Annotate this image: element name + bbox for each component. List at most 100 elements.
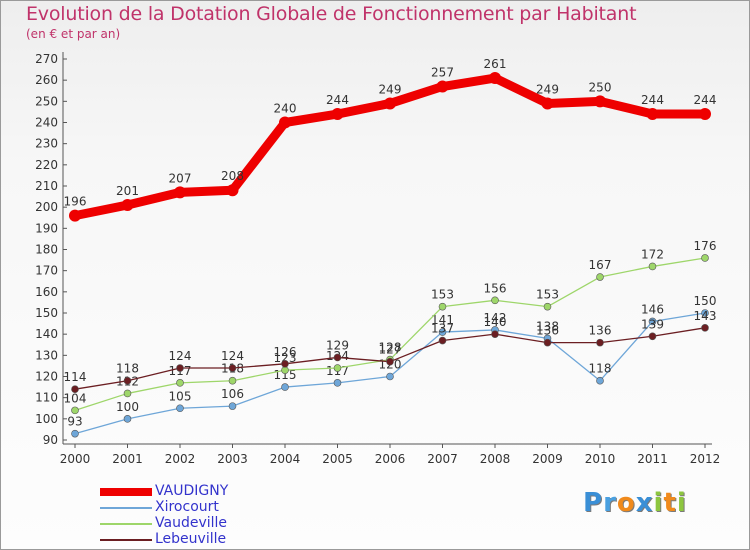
data-label: 137	[431, 322, 454, 336]
x-tick-label: 2004	[270, 452, 301, 466]
y-tick-label: 120	[35, 370, 58, 384]
data-label: 124	[169, 349, 192, 363]
x-tick-label: 2010	[585, 452, 616, 466]
data-label: 138	[536, 319, 559, 333]
data-label: 129	[326, 338, 349, 352]
data-point	[69, 209, 81, 222]
data-point	[701, 324, 709, 332]
data-point	[646, 108, 659, 121]
data-point	[648, 262, 657, 271]
data-label: 249	[536, 82, 559, 96]
data-label: 143	[694, 309, 717, 323]
legend-swatch	[100, 507, 152, 509]
data-point	[386, 372, 394, 381]
data-point	[594, 95, 606, 108]
data-label: 150	[694, 294, 717, 308]
data-point	[279, 116, 291, 129]
data-point	[438, 302, 447, 311]
data-point	[543, 302, 552, 311]
y-tick-label: 230	[35, 137, 58, 151]
data-point	[281, 359, 289, 368]
data-label: 196	[64, 195, 87, 209]
data-label: 172	[641, 247, 664, 261]
data-label: 156	[484, 281, 507, 295]
data-point	[436, 80, 449, 93]
y-tick-label: 100	[35, 412, 58, 426]
data-point	[333, 379, 342, 387]
data-label: 104	[64, 391, 87, 405]
data-point	[123, 389, 132, 398]
data-point	[123, 376, 132, 385]
data-point	[121, 199, 134, 212]
x-tick-label: 2006	[375, 452, 406, 466]
data-point	[176, 404, 184, 413]
chart-title: Evolution de la Dotation Globale de Fonc…	[26, 3, 637, 25]
data-label: 93	[67, 415, 82, 429]
data-point	[438, 336, 447, 345]
data-label: 136	[589, 324, 612, 338]
legend-label: VAUDIGNY	[155, 483, 229, 499]
data-label: 105	[169, 389, 192, 403]
data-label: 240	[274, 102, 297, 116]
y-tick-label: 180	[35, 243, 58, 257]
data-label: 153	[536, 288, 559, 302]
y-tick-label: 190	[35, 221, 58, 235]
legend-swatch	[100, 523, 152, 525]
data-point	[281, 383, 289, 391]
data-point	[541, 97, 554, 110]
data-point	[543, 338, 552, 347]
data-label: 201	[116, 184, 139, 198]
data-label: 208	[221, 169, 244, 183]
data-point	[228, 364, 237, 372]
y-tick-label: 170	[35, 264, 58, 278]
x-tick-label: 2007	[427, 452, 458, 466]
x-tick-label: 2011	[637, 452, 668, 466]
y-tick-label: 150	[35, 306, 58, 320]
data-point	[491, 330, 499, 338]
legend-label: Lebeuville	[155, 531, 227, 547]
data-label: 142	[484, 311, 507, 325]
data-point	[123, 415, 132, 423]
data-label: 244	[694, 93, 717, 107]
data-point	[331, 108, 344, 121]
data-label: 127	[379, 343, 402, 357]
data-point	[386, 357, 394, 366]
y-tick-label: 160	[35, 285, 58, 299]
y-tick-label: 210	[35, 179, 58, 193]
y-tick-label: 220	[35, 158, 58, 172]
data-label: 167	[589, 258, 612, 272]
data-point	[648, 317, 657, 326]
data-point	[491, 296, 499, 305]
x-tick-label: 2009	[532, 452, 563, 466]
x-tick-label: 2003	[217, 452, 248, 466]
y-tick-label: 260	[35, 73, 58, 87]
data-label: 136	[536, 324, 559, 338]
data-point	[699, 108, 711, 121]
legend: VAUDIGNY Xirocourt Vaudeville Lebeuville	[100, 483, 300, 548]
y-tick-label: 130	[35, 348, 58, 362]
data-point	[71, 429, 79, 438]
y-tick-label: 90	[43, 433, 58, 447]
y-tick-label: 110	[35, 391, 58, 405]
data-point	[489, 72, 501, 85]
data-label: 244	[641, 93, 664, 107]
y-tick-label: 140	[35, 327, 58, 341]
data-label: 126	[274, 345, 297, 359]
legend-item: Lebeuville	[100, 531, 300, 548]
data-point	[596, 273, 604, 281]
data-point	[226, 184, 239, 197]
data-label: 118	[116, 362, 139, 376]
x-tick-label: 2008	[480, 452, 511, 466]
data-point	[174, 186, 186, 199]
data-point	[71, 385, 79, 394]
data-label: 244	[326, 93, 349, 107]
data-label: 114	[64, 370, 87, 384]
legend-swatch	[100, 539, 152, 541]
legend-label: Xirocourt	[155, 499, 219, 515]
data-point	[228, 376, 237, 385]
data-label: 146	[641, 302, 664, 316]
data-label: 153	[431, 288, 454, 302]
x-tick-label: 2002	[165, 452, 196, 466]
data-label: 124	[221, 349, 244, 363]
legend-item: VAUDIGNY	[100, 483, 300, 500]
